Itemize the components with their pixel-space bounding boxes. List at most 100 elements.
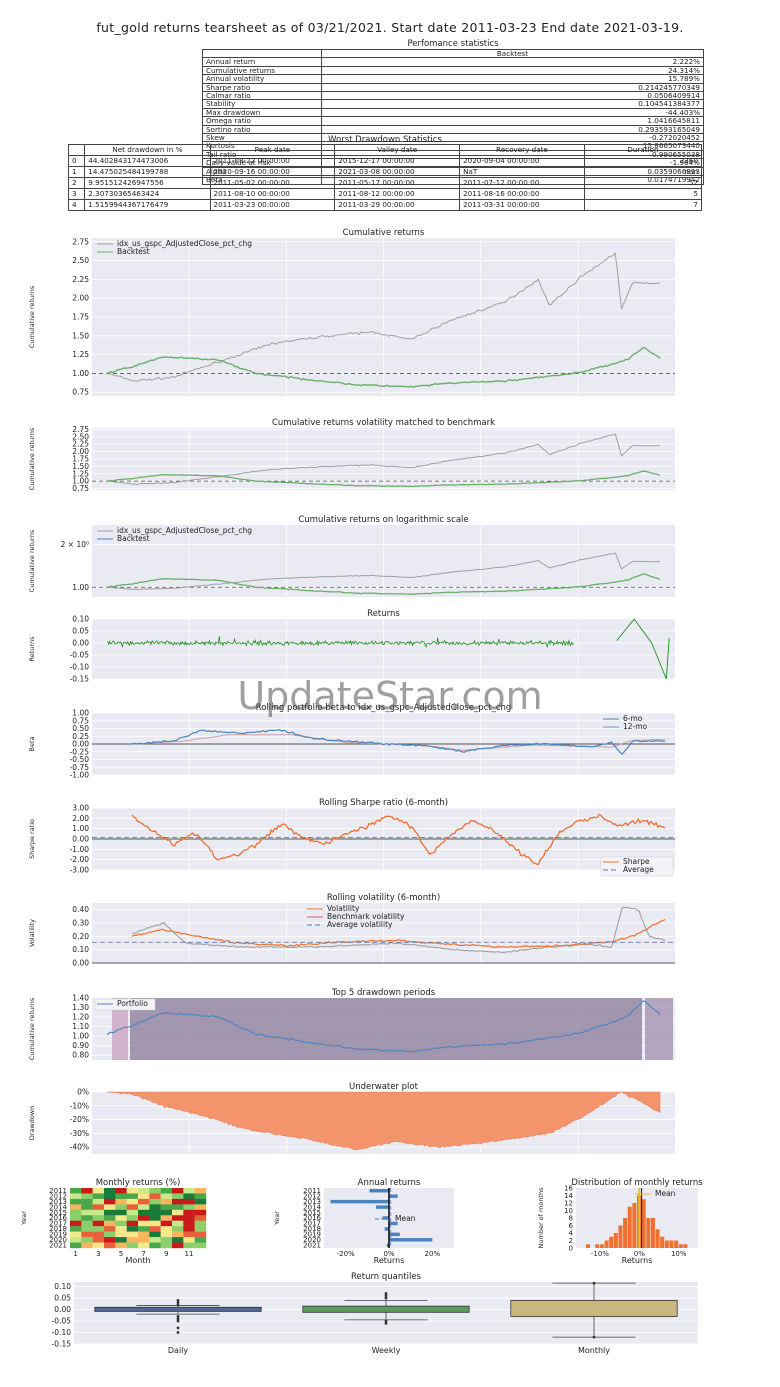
ret-ytick: -0.05	[70, 651, 90, 660]
heat-cell	[149, 1242, 161, 1249]
heat-cell	[92, 1198, 105, 1205]
dd-cell: 1.5159944367176479	[84, 199, 211, 211]
box-xtick: Monthly	[578, 1346, 610, 1355]
heat-cell	[115, 1188, 127, 1194]
dist-bar	[646, 1218, 651, 1248]
box-outlier	[384, 1296, 388, 1300]
dist-ytick: 6	[569, 1222, 574, 1230]
annual-xtick: 0%	[383, 1250, 394, 1258]
heat-cell	[194, 1220, 207, 1227]
sharpe-ytick: 0.00	[72, 835, 89, 844]
dist-bar	[609, 1236, 614, 1248]
heat-cell	[92, 1188, 105, 1194]
heat-cell	[183, 1220, 195, 1227]
sharpe-legend-label: Sharpe	[623, 857, 650, 866]
heat-xtick: 7	[141, 1250, 145, 1258]
box-outlier	[384, 1319, 388, 1323]
heat-cell	[160, 1237, 173, 1243]
cum-ytick: 0.75	[72, 388, 89, 397]
heat-cell	[172, 1215, 184, 1221]
vol-title: Rolling volatility (6-month)	[327, 893, 440, 903]
dist-bar	[655, 1229, 660, 1248]
ret-line	[106, 636, 574, 649]
vol-ytick: 0.20	[72, 932, 89, 941]
box-xtick: Weekly	[372, 1346, 401, 1355]
heat-cell	[126, 1188, 139, 1194]
annual-ytick: 2019	[303, 1231, 321, 1239]
box-outlier	[176, 1303, 180, 1307]
topdd-legend-label: Portfolio	[117, 999, 148, 1008]
dist-legend-label: Mean	[655, 1189, 676, 1198]
heat-cell	[194, 1193, 207, 1200]
box-body	[94, 1306, 262, 1312]
heat-cell	[149, 1215, 161, 1221]
heat-cell	[160, 1215, 173, 1221]
heat-cell	[92, 1209, 105, 1216]
annual-ytick: 2014	[303, 1203, 321, 1211]
heat-cell	[160, 1204, 173, 1211]
heat-cell	[138, 1231, 150, 1238]
heat-cell	[149, 1220, 161, 1227]
heat-cell	[81, 1237, 93, 1243]
topdd-ytick: 1.10	[72, 1022, 89, 1031]
uw-ytick: -40%	[70, 1143, 89, 1152]
heat-cell	[149, 1188, 161, 1194]
heat-ytick: 2020	[49, 1236, 67, 1244]
heat-cell	[160, 1226, 173, 1232]
heat-ylabel: Year	[20, 1211, 28, 1226]
dist-ylabel: Number of months	[537, 1187, 545, 1249]
topdd-portfolio-line	[106, 1000, 661, 1053]
heat-cell	[115, 1215, 127, 1221]
box-xtick: Daily	[168, 1346, 189, 1355]
dist-bar	[650, 1218, 655, 1248]
log-backtest-line	[106, 573, 661, 595]
sharpe-ytick: 3.00	[72, 804, 89, 813]
heat-cell	[194, 1198, 207, 1205]
heat-ytick: 2015	[49, 1209, 67, 1217]
annual-bar	[369, 1189, 389, 1193]
heat-cell	[149, 1209, 161, 1216]
heat-cell	[183, 1231, 195, 1238]
heat-cell	[115, 1209, 127, 1216]
dd-header-row: Net drawdown in % Peak date Valley date Rec…	[67, 144, 703, 156]
drawdown-table: Net drawdown in % Peak date Valley date Rec…	[67, 144, 703, 211]
dd-cell: 7	[583, 199, 703, 211]
annual-bar	[386, 1243, 389, 1247]
heat-xtick: 9	[164, 1250, 168, 1258]
volm-ytick: 1.00	[72, 477, 89, 486]
uw-title: Underwater plot	[349, 1082, 419, 1092]
heat-cell	[115, 1242, 127, 1249]
annual-ytick: 2016	[303, 1214, 321, 1222]
heat-cell	[172, 1209, 184, 1216]
heat-ytick: 2016	[49, 1214, 67, 1222]
dist-bar	[641, 1199, 646, 1248]
heat-cell	[81, 1220, 93, 1227]
topdd-title: Top 5 drawdown periods	[331, 988, 436, 998]
heat-xtick: 1	[73, 1250, 77, 1258]
annual-bar	[389, 1194, 398, 1198]
heat-cell	[183, 1188, 195, 1194]
beta-ylabel: Beta	[28, 736, 36, 751]
log-ylabel: Cumulative returns	[28, 529, 36, 592]
heat-cell	[160, 1231, 173, 1238]
heat-cell	[81, 1193, 93, 1200]
beta-legend-label: 12-mo	[623, 722, 648, 731]
heat-cell	[104, 1226, 116, 1232]
dist-bar	[623, 1218, 628, 1248]
dist-bar	[632, 1203, 637, 1248]
annual-legend-label: Mean	[395, 1214, 416, 1223]
heat-cell	[138, 1226, 150, 1232]
dist-bar	[660, 1236, 665, 1248]
annual-ytick: 2012	[303, 1192, 321, 1200]
box-outlier	[592, 1335, 596, 1339]
heat-cell	[172, 1231, 184, 1238]
annual-ytick: 2021	[303, 1242, 321, 1250]
heat-cell	[70, 1215, 82, 1221]
dist-ytick: 10	[564, 1207, 573, 1215]
box-ytick: 0.05	[54, 1294, 71, 1303]
heat-cell	[183, 1204, 195, 1211]
heat-cell	[194, 1237, 207, 1243]
annual-ytick: 2017	[303, 1220, 321, 1228]
sharpe-line	[131, 813, 666, 866]
